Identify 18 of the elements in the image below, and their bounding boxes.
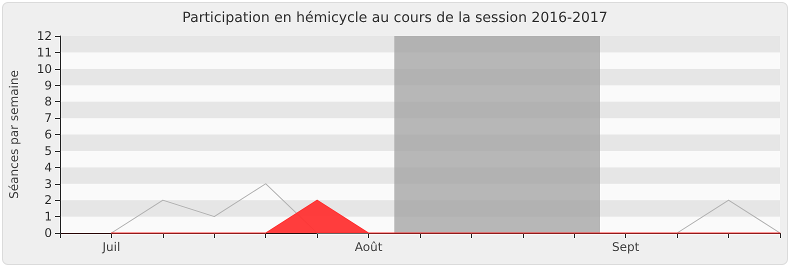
y-tick-label: 10	[36, 62, 52, 76]
x-tick-label: Août	[354, 240, 383, 254]
y-tick-label: 11	[36, 45, 52, 60]
y-tick-label: 7	[44, 111, 52, 126]
y-tick-label: 5	[44, 144, 52, 158]
y-tick-label: 3	[44, 176, 52, 191]
y-tick-label: 6	[44, 128, 52, 142]
x-tick-label: Sept	[612, 240, 640, 254]
y-axis-title: Séances par semaine	[7, 70, 21, 199]
y-tick-label: 0	[44, 226, 52, 240]
y-tick-label: 12	[36, 29, 52, 43]
y-tick-label: 1	[44, 210, 52, 224]
y-tick-label: 8	[44, 94, 52, 109]
y-tick-label: 9	[44, 78, 52, 92]
chart-title: Participation en hémicycle au cours de la session 2016-2017	[182, 10, 608, 26]
y-tick-label: 2	[44, 193, 52, 208]
x-tick-label: Juil	[102, 240, 120, 254]
y-tick-label: 4	[44, 160, 52, 174]
